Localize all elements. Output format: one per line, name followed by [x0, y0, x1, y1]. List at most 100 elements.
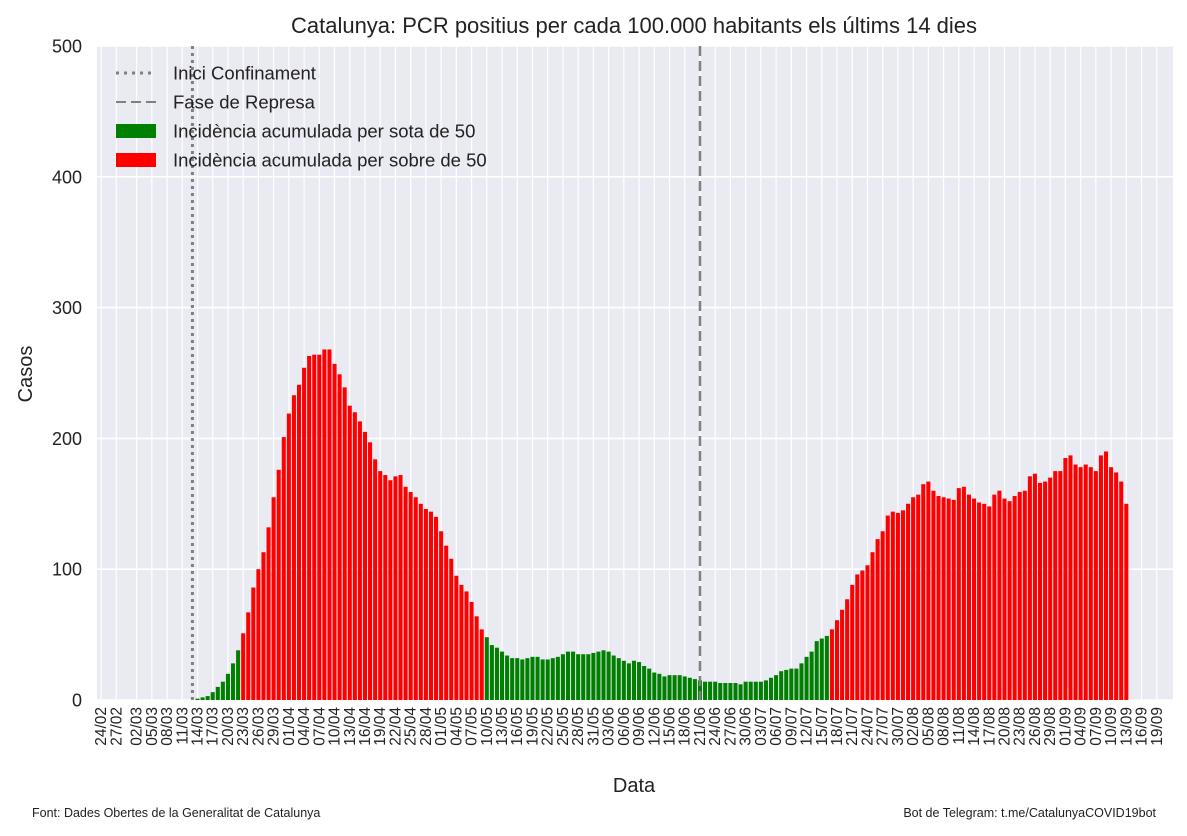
x-tick-label: 12/07 — [799, 707, 816, 746]
bar — [1002, 498, 1007, 700]
bar — [428, 511, 433, 700]
bar — [642, 665, 647, 700]
bar — [692, 679, 697, 700]
bar — [931, 490, 936, 700]
bar — [631, 660, 637, 700]
bar — [784, 669, 789, 700]
bar — [302, 367, 307, 700]
x-tick-label: 30/07 — [890, 707, 907, 746]
bar — [530, 656, 535, 700]
bar — [779, 671, 784, 700]
bar — [520, 659, 525, 700]
bar — [895, 512, 900, 700]
bar — [535, 656, 540, 700]
x-tick-label: 15/07 — [814, 707, 831, 746]
bar — [875, 539, 880, 700]
bar — [484, 637, 489, 700]
bar — [220, 681, 225, 700]
bar — [479, 629, 484, 700]
bar — [266, 527, 271, 700]
bar — [829, 629, 834, 700]
bar — [1032, 473, 1037, 700]
bar — [286, 413, 291, 700]
bar — [799, 663, 804, 700]
bar — [794, 668, 799, 700]
bar — [271, 497, 276, 700]
x-tick-label: 07/04 — [311, 707, 328, 746]
bar — [662, 676, 667, 700]
bar — [499, 651, 505, 700]
bar — [850, 584, 855, 700]
bar — [571, 651, 576, 700]
bars — [195, 349, 1129, 700]
bar — [941, 497, 946, 700]
bar — [1043, 481, 1048, 700]
x-axis-label: Data — [613, 775, 656, 797]
bar — [423, 509, 428, 700]
x-tick-label: 24/07 — [859, 707, 876, 746]
bar — [900, 510, 906, 700]
bar — [510, 658, 515, 700]
bar — [256, 569, 261, 700]
bar — [814, 641, 819, 700]
telegram-bot-note: Bot de Telegram: t.me/CatalunyaCOVID19bo… — [903, 806, 1156, 820]
bar — [565, 651, 571, 700]
bar — [855, 574, 860, 700]
bar — [357, 421, 362, 700]
x-tick-label: 06/06 — [616, 707, 633, 746]
bar — [525, 658, 530, 700]
x-tick-label: 10/09 — [1103, 707, 1120, 746]
legend: Inici Confinament Fase de Represa Incidè… — [116, 63, 487, 171]
x-tick-label: 20/08 — [996, 707, 1013, 746]
bar — [951, 499, 956, 700]
bar — [733, 682, 738, 700]
bar — [926, 481, 931, 700]
bar — [195, 698, 200, 700]
x-tick-label: 01/04 — [281, 707, 298, 746]
x-tick-label: 18/06 — [677, 707, 694, 746]
reference-lines — [190, 46, 702, 700]
legend-green-swatch — [116, 124, 156, 138]
bar — [718, 682, 723, 700]
bar — [352, 412, 357, 700]
bar — [474, 616, 479, 700]
bar — [1109, 467, 1114, 700]
bar — [403, 486, 408, 700]
x-tick-label: 29/08 — [1042, 707, 1059, 746]
y-tick-label: 100 — [52, 560, 82, 580]
bar — [865, 565, 870, 700]
y-axis-label: Casos — [15, 346, 37, 403]
y-tick-label: 500 — [52, 37, 82, 57]
bar — [621, 660, 626, 700]
x-tick-label: 08/08 — [936, 707, 953, 746]
bar — [723, 682, 728, 700]
bar — [581, 654, 586, 700]
bar — [342, 387, 347, 700]
bar — [505, 655, 510, 700]
x-tick-label: 15/06 — [662, 707, 679, 746]
bar — [637, 662, 642, 700]
bar — [880, 531, 885, 700]
bar — [738, 684, 743, 700]
bar — [616, 658, 621, 700]
bar — [276, 469, 281, 700]
bar — [398, 475, 403, 700]
bar — [1063, 458, 1068, 700]
x-tick-label: 10/04 — [327, 707, 344, 746]
bar — [606, 651, 611, 700]
bar — [1022, 490, 1027, 700]
x-tick-label: 01/09 — [1057, 707, 1074, 746]
bar — [1053, 471, 1058, 700]
x-tick-label: 03/07 — [753, 707, 770, 746]
bar — [312, 354, 317, 700]
bar — [753, 681, 758, 700]
bar — [870, 552, 875, 700]
bar — [921, 484, 926, 700]
bar — [824, 635, 829, 700]
x-tick-label: 25/04 — [403, 707, 420, 746]
x-tick-label: 26/08 — [1027, 707, 1044, 746]
bar — [246, 612, 251, 700]
bar — [383, 475, 388, 700]
bar — [439, 531, 444, 700]
bar — [672, 675, 677, 700]
